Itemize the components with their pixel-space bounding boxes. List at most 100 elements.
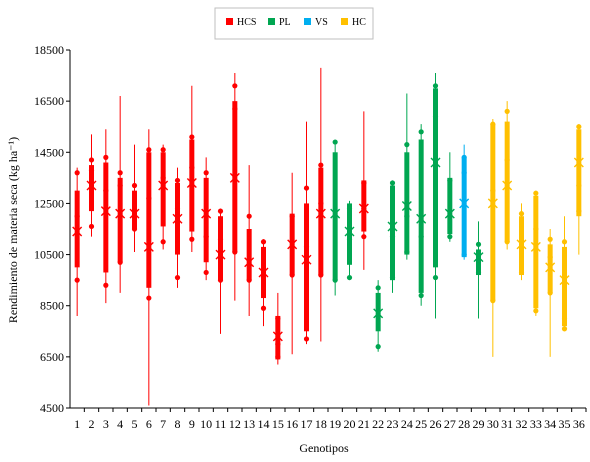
x-tick-label: 18	[315, 417, 327, 431]
box-genotipo-12	[229, 73, 240, 301]
box	[103, 162, 109, 273]
x-axis-title: Genotipos	[299, 441, 349, 455]
data-point	[74, 170, 80, 176]
data-point	[518, 211, 525, 217]
data-point	[203, 170, 209, 176]
data-point	[189, 165, 195, 171]
legend-label-pl: PL	[279, 17, 291, 28]
mean-marker	[201, 208, 212, 219]
data-point	[504, 239, 510, 245]
mean-marker	[358, 203, 369, 214]
data-point	[174, 205, 181, 212]
data-point	[346, 205, 353, 212]
box-genotipo-9	[186, 85, 197, 253]
y-tick-label: 4500	[40, 401, 64, 415]
box-genotipo-27	[444, 152, 455, 242]
data-point	[275, 315, 281, 322]
box-genotipo-31	[502, 101, 513, 250]
box-genotipo-21	[358, 111, 369, 270]
mean-marker	[186, 177, 197, 188]
mean-marker	[158, 180, 169, 191]
data-point	[418, 234, 424, 240]
box	[404, 152, 410, 255]
mean-marker	[315, 208, 326, 219]
box-genotipo-32	[516, 203, 527, 281]
mean-marker	[530, 241, 541, 252]
mean-marker	[430, 157, 441, 168]
data-point	[174, 274, 181, 281]
data-point	[160, 147, 166, 153]
mean-marker	[301, 254, 312, 265]
data-point	[318, 162, 324, 168]
mean-marker	[287, 239, 298, 250]
data-point	[160, 239, 166, 245]
mean-marker	[545, 262, 556, 273]
legend-label-vs: VS	[315, 17, 328, 28]
x-tick-label: 10	[200, 417, 212, 431]
mean-marker	[143, 241, 154, 252]
box-genotipo-26	[430, 73, 441, 319]
legend-label-hc: HC	[352, 17, 366, 28]
data-point	[547, 236, 553, 242]
data-point	[103, 154, 109, 160]
box	[490, 124, 496, 301]
data-point	[117, 182, 123, 189]
legend-swatch-pl	[268, 18, 275, 25]
mean-marker	[387, 221, 398, 232]
data-point	[217, 208, 224, 214]
data-point	[217, 277, 224, 283]
box	[390, 185, 395, 281]
data-point	[432, 113, 439, 120]
x-tick-label: 34	[544, 417, 556, 431]
box-genotipo-19	[330, 139, 341, 296]
mean-marker	[444, 208, 455, 219]
x-tick-label: 1	[74, 417, 80, 431]
mean-marker	[344, 226, 355, 237]
data-point	[232, 106, 238, 112]
legend-label-hcs: HCS	[237, 17, 256, 28]
data-point	[418, 292, 424, 299]
mean-marker	[172, 213, 183, 224]
y-tick-label: 8500	[40, 299, 64, 313]
box-genotipo-13	[244, 165, 255, 316]
mean-marker	[373, 308, 384, 319]
data-point	[246, 213, 252, 219]
box-genotipo-8	[172, 167, 183, 288]
mean-marker	[86, 180, 97, 191]
box	[203, 177, 209, 263]
x-tick-label: 5	[132, 417, 138, 431]
data-point	[461, 251, 467, 258]
data-point	[490, 121, 496, 127]
mean-marker	[330, 208, 341, 219]
data-point	[432, 274, 439, 281]
legend: HCS PL VS HC	[214, 7, 374, 40]
mean-marker	[244, 257, 255, 268]
x-tick-label: 24	[401, 417, 413, 431]
x-tick-label: 21	[358, 417, 370, 431]
plot-area	[72, 67, 584, 406]
data-point	[475, 269, 482, 276]
data-point	[289, 213, 295, 219]
data-point	[576, 182, 582, 189]
data-point	[203, 269, 209, 276]
data-point	[275, 341, 281, 347]
data-point	[547, 254, 553, 260]
data-point	[189, 134, 195, 140]
data-point	[561, 326, 568, 332]
data-point	[303, 336, 310, 342]
data-point	[74, 277, 80, 283]
box-genotipo-7	[158, 144, 169, 250]
x-tick-label: 15	[272, 417, 284, 431]
y-tick-label: 16500	[34, 94, 64, 108]
box	[533, 195, 539, 309]
mean-marker	[473, 252, 484, 263]
box	[433, 88, 438, 268]
data-point	[490, 188, 496, 194]
x-tick-label: 27	[444, 417, 456, 431]
x-tick-label: 6	[146, 417, 152, 431]
data-point	[332, 277, 338, 283]
x-tick-label: 22	[372, 417, 384, 431]
box	[504, 121, 510, 242]
data-point	[561, 315, 568, 322]
x-tick-label: 13	[243, 417, 255, 431]
